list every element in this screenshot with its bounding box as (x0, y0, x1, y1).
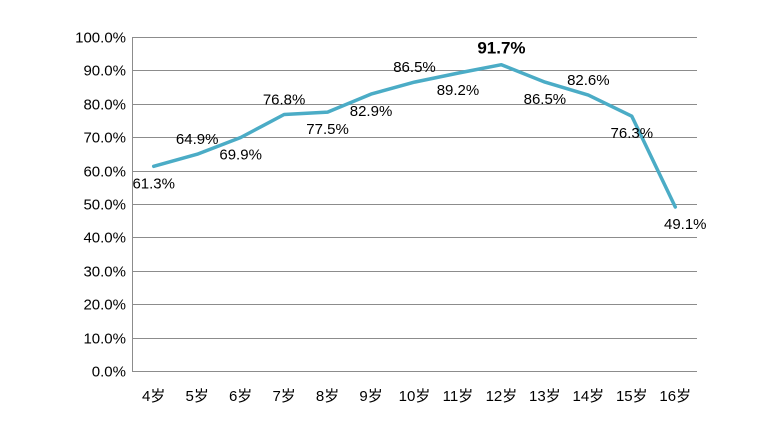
y-tick-label: 70.0% (83, 130, 126, 147)
y-tick-label: 100.0% (75, 30, 126, 47)
y-tick-label: 60.0% (83, 164, 126, 181)
x-tick-label: 14岁 (573, 388, 605, 405)
y-tick-label: 20.0% (83, 297, 126, 314)
x-tick-label: 4岁 (142, 388, 165, 405)
x-tick-label: 5岁 (186, 388, 209, 405)
series-line-group (151, 62, 678, 209)
data-labels: 61.3%64.9%69.9%76.8%77.5%82.9%86.5%89.2%… (132, 39, 706, 233)
data-label: 86.5% (524, 91, 567, 108)
y-tick-label: 0.0% (92, 364, 126, 381)
x-tick-label: 10岁 (399, 388, 431, 405)
series-line (151, 62, 678, 209)
x-tick-label: 15岁 (616, 388, 648, 405)
data-label: 76.3% (611, 125, 654, 142)
data-label: 49.1% (664, 216, 707, 233)
y-tick-label: 10.0% (83, 331, 126, 348)
data-label: 82.6% (567, 72, 610, 89)
y-tick-label: 80.0% (83, 97, 126, 114)
x-tick-label: 6岁 (229, 388, 252, 405)
y-tick-label: 30.0% (83, 264, 126, 281)
data-label: 64.9% (176, 131, 219, 148)
x-tick-label: 7岁 (272, 388, 295, 405)
data-label: 76.8% (263, 91, 306, 108)
y-axis-tick-labels: 0.0% 10.0% 20.0% 30.0% 40.0% 50.0% 60.0% 70.0% 8… (75, 30, 126, 381)
x-tick-label: 9岁 (359, 388, 382, 405)
gridlines (132, 37, 697, 372)
x-tick-label: 12岁 (486, 388, 518, 405)
x-tick-label: 11岁 (443, 388, 474, 405)
x-tick-label: 16岁 (659, 388, 691, 405)
data-label: 61.3% (132, 175, 175, 192)
data-label: 69.9% (219, 147, 262, 164)
data-label: 89.2% (437, 82, 480, 99)
data-label: 82.9% (350, 103, 393, 120)
x-tick-label: 8岁 (316, 388, 339, 405)
data-label: 77.5% (306, 121, 349, 138)
data-label: 91.7% (477, 39, 525, 58)
data-label: 86.5% (393, 59, 436, 76)
y-tick-label: 40.0% (83, 230, 126, 247)
y-tick-label: 90.0% (83, 63, 126, 80)
x-tick-label: 13岁 (529, 388, 561, 405)
x-axis-tick-labels: 4岁 5岁 6岁 7岁 8岁 9岁 10岁 11岁 12岁 13岁 14岁 15岁 16岁 (142, 388, 691, 405)
y-tick-label: 50.0% (83, 197, 126, 214)
